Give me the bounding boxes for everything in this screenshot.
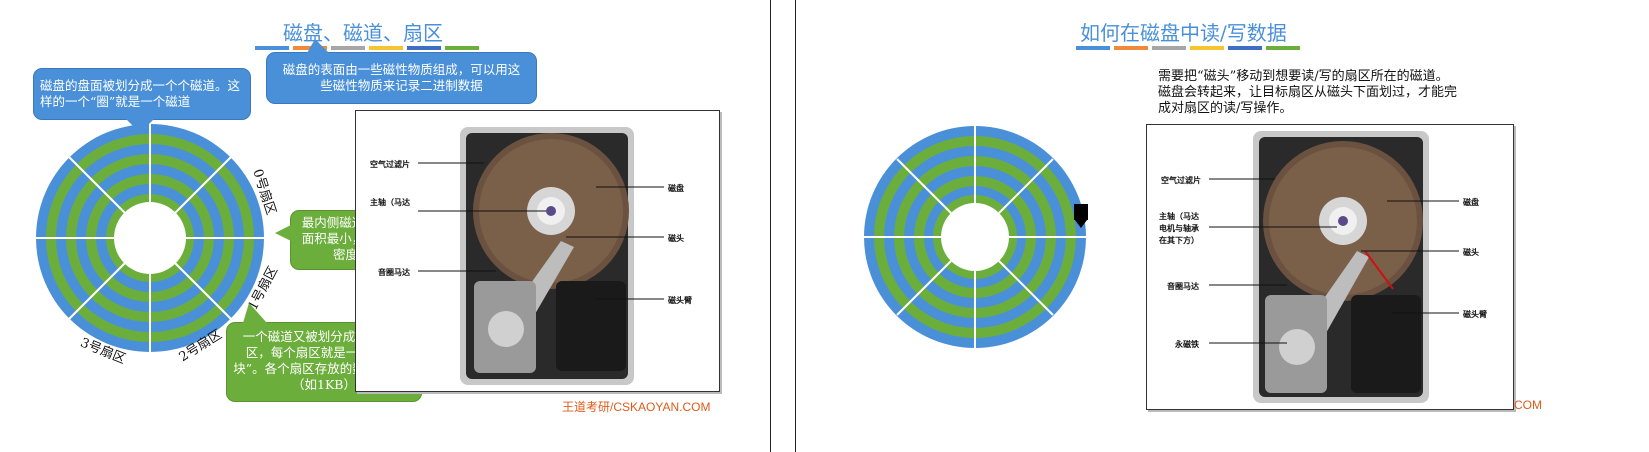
hdd-photo (460, 127, 634, 385)
slide-2: 如何在磁盘中读/写数据 需要把“磁头”移动到想要读/写的扇区所在的磁道。 磁盘会… (796, 0, 1649, 452)
label-coil-motor-2: 音圈马达 (1167, 282, 1199, 291)
label-spindle-2a: 主轴（马达 (1159, 212, 1199, 221)
desc-line-3: 成对扇区的读/写操作。 (1158, 101, 1293, 116)
label-coil-motor: 音圈马达 (378, 268, 410, 277)
callout-surface-text: 磁盘的表面由一些磁性物质组成，可以用这些磁性物质来记录二进制数据 (282, 62, 521, 93)
slide-2-footer: COM (1514, 398, 1542, 412)
label-arm-2: 磁头臂 (1463, 310, 1487, 319)
disk-track-diagram (36, 124, 264, 352)
desc-line-2: 磁盘会转起来，让目标扇区从磁头下面划过，才能完 (1158, 85, 1458, 100)
title-color-bars-2 (1076, 46, 1300, 50)
label-head: 磁头 (668, 234, 684, 243)
desc-line-1: 需要把“磁头”移动到想要读/写的扇区所在的磁道。 (1158, 69, 1449, 84)
sector-dividers (36, 124, 264, 352)
title-color-bars (255, 46, 479, 50)
label-spindle-2c: 在其下方） (1159, 236, 1199, 245)
callout-track: 磁盘的盘面被划分成一个个磁道。这样的一个“圈”就是一个磁道 (33, 68, 251, 133)
slide-divider-right (795, 0, 796, 452)
label-magnet: 永磁铁 (1175, 340, 1199, 349)
label-spindle-2b: 电机与轴承 (1159, 224, 1199, 233)
label-air-filter-2: 空气过滤片 (1161, 176, 1201, 185)
slide-1-footer: 王道考研/CSKAOYAN.COM (562, 400, 711, 414)
label-arm: 磁头臂 (668, 296, 692, 305)
read-head-icon (1074, 204, 1088, 228)
label-platter-2: 磁盘 (1463, 198, 1479, 207)
photo-leader-lines-2 (1209, 178, 1459, 344)
label-head-2: 磁头 (1463, 248, 1479, 257)
disk-track-diagram-2 (864, 126, 1086, 348)
photo-leader-lines (418, 162, 664, 300)
label-platter: 磁盘 (668, 184, 684, 193)
hdd-photo-frame-2: 空气过滤片 主轴（马达 电机与轴承 在其下方） 音圈马达 永磁铁 磁盘 磁头 磁… (1146, 124, 1514, 410)
hdd-photo-frame-1: 空气过滤片 主轴（马达 音圈马达 磁盘 磁头 磁头臂 (355, 110, 720, 392)
read-write-description: 需要把“磁头”移动到想要读/写的扇区所在的磁道。 磁盘会转起来，让目标扇区从磁头… (1158, 69, 1498, 117)
slide-1: 磁盘、磁道、扇区 0号扇区 1号扇区 2号扇区 3号扇区 (0, 0, 770, 452)
hdd-photo-2 (1253, 131, 1429, 403)
callout-track-text: 磁盘的盘面被划分成一个个磁道。这样的一个“圈”就是一个磁道 (40, 78, 241, 109)
slide-divider-left (770, 0, 771, 452)
label-air-filter: 空气过滤片 (370, 160, 410, 169)
slide-2-title: 如何在磁盘中读/写数据 (1080, 21, 1287, 45)
label-spindle: 主轴（马达 (370, 198, 410, 207)
callout-surface: 磁盘的表面由一些磁性物质组成，可以用这些磁性物质来记录二进制数据 (266, 39, 537, 104)
